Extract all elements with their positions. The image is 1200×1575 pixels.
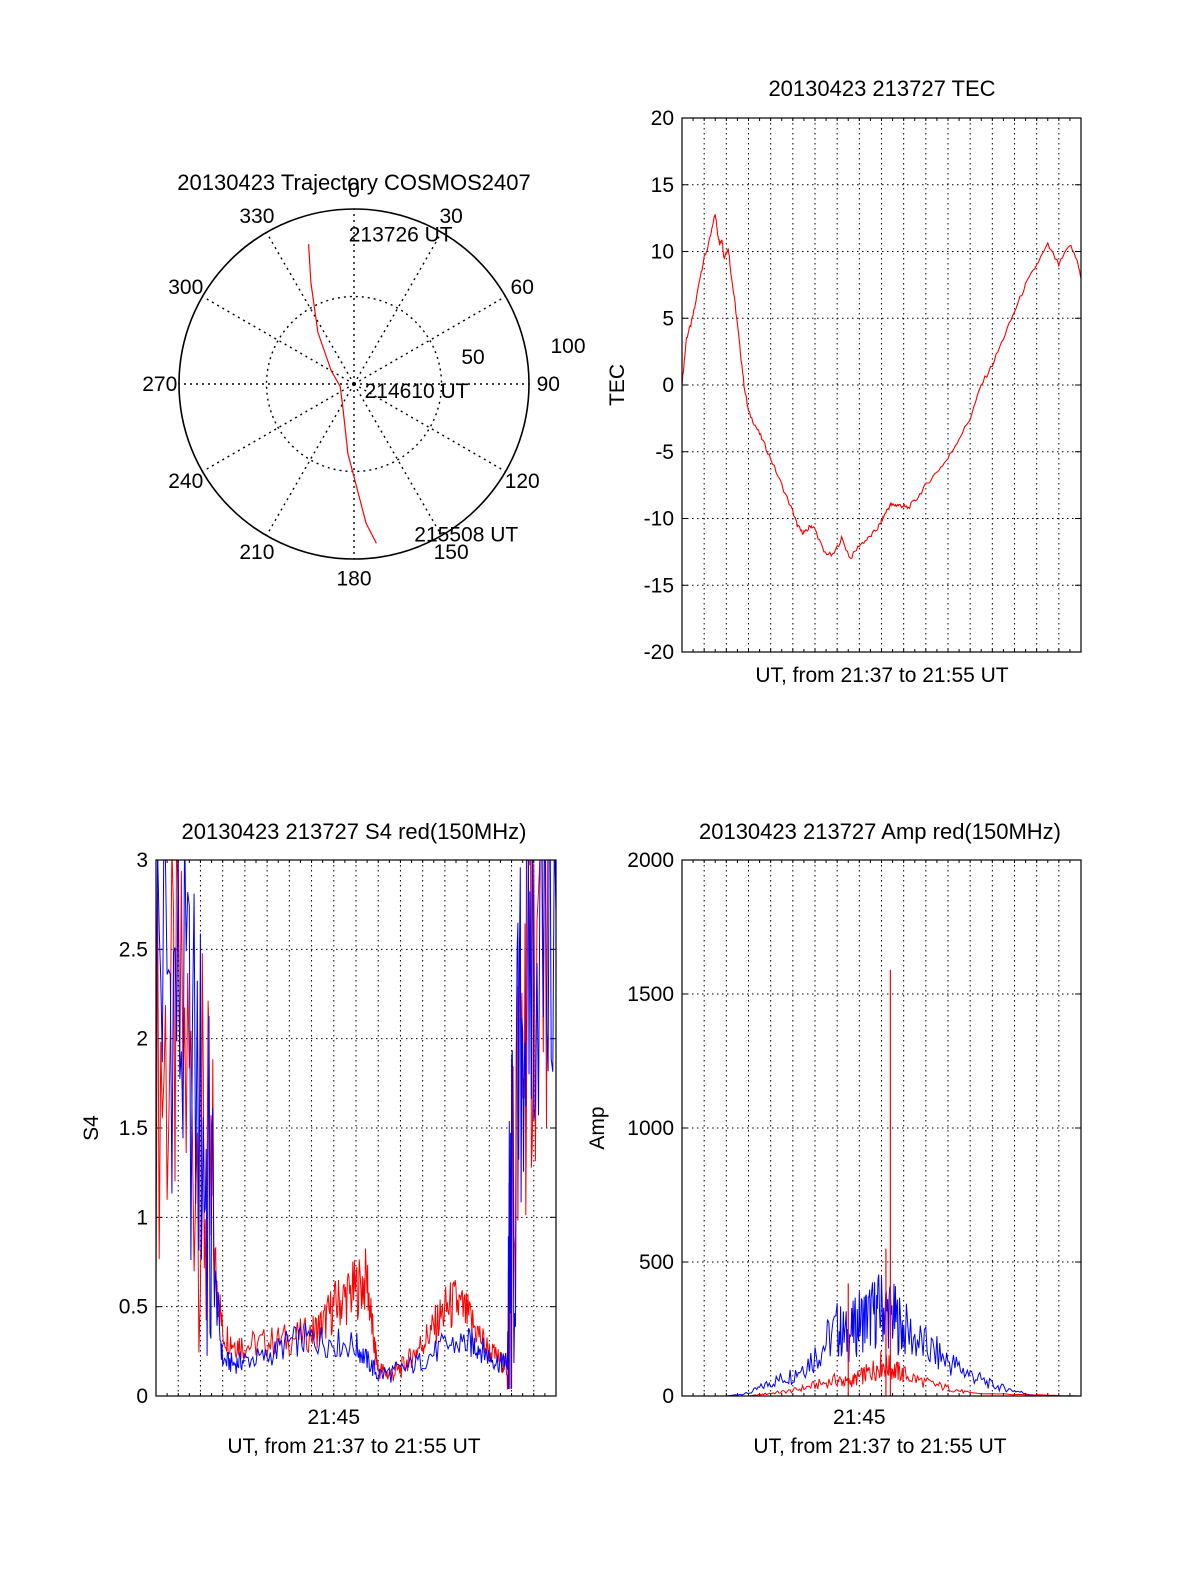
azimuth-label: 300 [168,276,203,299]
azimuth-label: 240 [168,470,203,493]
polar-spoke [265,383,355,536]
s4-chart: 20130423 213727 S4 red(150MHz) UT, from … [80,819,557,1458]
y-tick-label: 500 [639,1251,674,1274]
amp-ylabel: Amp [586,1106,609,1149]
azimuth-label: 120 [505,470,540,493]
y-tick-label: 1000 [627,1117,674,1140]
plot-frame [681,859,1082,1397]
y-tick-label: 2.5 [119,938,148,961]
y-tick-label: 2 [136,1028,148,1051]
tec-chart: 20130423 213727 TEC UT, from 21:37 to 21… [606,76,1082,687]
trajectory-polar-chart: 20130423 Trajectory COSMOS2407 0 30 60 90 12… [142,170,585,590]
azimuth-label: 0 [348,179,360,202]
azimuth-label: 330 [239,205,274,228]
tec-xlabel: UT, from 21:37 to 21:55 UT [755,664,1008,687]
x-tick-label: 21:45 [307,1406,360,1429]
plot-frame [681,117,1082,653]
s4-ylabel: S4 [80,1115,103,1141]
s4-xlabel: UT, from 21:37 to 21:55 UT [227,1435,480,1458]
y-tick-label: 20 [651,107,674,130]
y-tick-label: -10 [644,508,674,531]
amp-title: 20130423 213727 Amp red(150MHz) [699,819,1061,844]
series-line-1 [682,1351,1081,1396]
y-tick-label: -20 [644,641,674,664]
series-line-0 [682,1274,1081,1396]
trajectory-title: 20130423 Trajectory COSMOS2407 [177,170,530,195]
azimuth-label: 210 [239,541,274,564]
trajectory-annotations: 213726 UT 214610 UT 215508 UT [349,224,519,547]
series-line-0 [682,214,1081,559]
azimuth-label: 150 [434,541,469,564]
trajectory-series [308,244,377,544]
series-group [156,860,556,1390]
series-line-1 [156,860,556,1389]
radial-label: 50 [461,346,484,369]
polar-spoke [353,295,506,385]
tec-ylabel: TEC [606,364,629,406]
trajectory-line [308,244,377,544]
y-tick-label: -5 [655,441,674,464]
y-tick-label: 1.5 [119,1117,148,1140]
y-tick-label: 0.5 [119,1296,148,1319]
azimuth-label: 60 [511,276,534,299]
series-group [682,969,1081,1396]
y-tick-label: 3 [136,849,148,872]
x-tick-label: 21:45 [833,1406,886,1429]
radial-label: 100 [550,335,585,358]
azimuth-label: 270 [142,373,177,396]
y-tick-label: 10 [651,241,674,264]
tec-title: 20130423 213727 TEC [768,76,995,101]
y-tick-label: 1 [136,1206,148,1229]
polar-outer-ring [178,208,530,560]
amp-xlabel: UT, from 21:37 to 21:55 UT [753,1435,1006,1458]
y-tick-label: 1500 [627,983,674,1006]
trajectory-annotation: 215508 UT [414,523,518,546]
y-tick-label: 0 [662,374,674,397]
polar-spoke [202,383,355,473]
trajectory-annotation: 213726 UT [349,224,453,247]
polar-spoke [353,232,443,385]
trajectory-annotation: 214610 UT [365,380,469,403]
polar-ring-50 [265,295,443,473]
y-tick-label: 0 [136,1385,148,1408]
s4-title: 20130423 213727 S4 red(150MHz) [182,819,527,844]
series-group [682,214,1081,559]
plot-frame [155,859,557,1397]
amp-chart: 20130423 213727 Amp red(150MHz) UT, from… [586,819,1082,1458]
y-tick-label: 5 [662,307,674,330]
polar-spoke [353,383,443,536]
azimuth-label: 30 [439,205,462,228]
polar-spoke [202,295,355,385]
azimuth-labels: 0 30 60 90 120 150 180 210 240 270 300 330 50 100 [142,179,585,591]
y-tick-label: 15 [651,174,674,197]
polar-spoke [353,383,506,473]
y-tick-label: -15 [644,574,674,597]
y-tick-label: 0 [662,1385,674,1408]
azimuth-label: 180 [336,567,371,590]
y-tick-label: 2000 [627,849,674,872]
azimuth-label: 90 [537,373,560,396]
polar-grid [178,208,530,560]
polar-spoke [265,232,355,385]
